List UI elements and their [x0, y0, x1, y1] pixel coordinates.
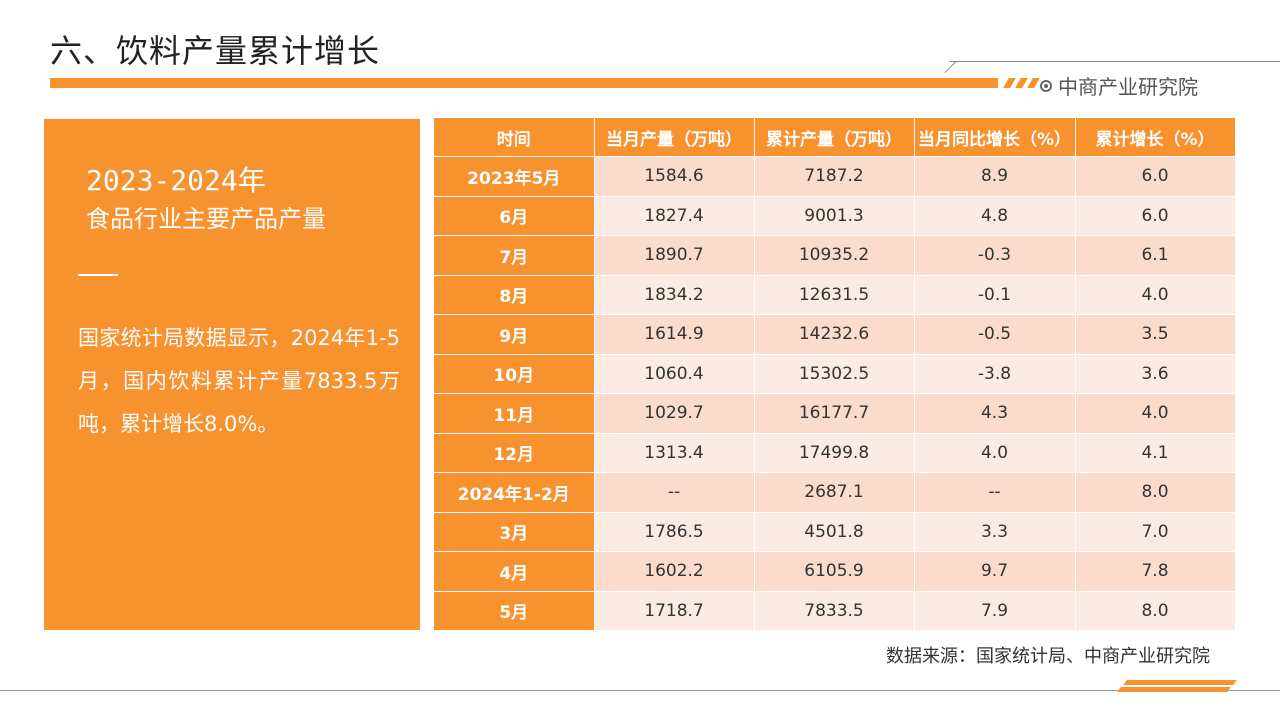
table-cell: 7187.2 — [754, 156, 915, 196]
table-cell: 1313.4 — [594, 432, 755, 473]
page-title: 六、饮料产量累计增长 — [50, 32, 381, 70]
row-period: 12月 — [434, 432, 595, 473]
column-header: 累计增长（%） — [1075, 118, 1236, 157]
brand-logo: 中商产业研究院 — [1040, 71, 1198, 100]
table-cell: 1584.6 — [594, 156, 755, 196]
table-cell: -0.5 — [914, 314, 1076, 354]
panel-divider — [78, 274, 118, 276]
row-period: 6月 — [434, 195, 595, 236]
table-cell: -0.3 — [914, 235, 1076, 275]
table-cell: -0.1 — [914, 274, 1076, 315]
table-cell: 3.3 — [914, 511, 1076, 552]
table-cell: 7.8 — [1075, 551, 1236, 591]
target-icon — [1040, 79, 1052, 92]
bottom-stripes-decoration — [1115, 680, 1240, 692]
row-period: 11月 — [434, 393, 595, 433]
row-period: 2024年1-2月 — [434, 472, 595, 512]
table-cell: 1060.4 — [594, 353, 755, 394]
table-cell: 4.0 — [1075, 393, 1236, 433]
table-cell: 6.0 — [1075, 156, 1236, 196]
table-cell: 3.5 — [1075, 314, 1236, 354]
summary-panel: 2023-2024年 食品行业主要产品产量 国家统计局数据显示，2024年1-5… — [44, 119, 420, 630]
table-cell: 6105.9 — [754, 551, 915, 591]
table-cell: 4.0 — [1075, 274, 1236, 315]
production-table: 时间 当月产量（万吨） 累计产量（万吨） 当月同比增长（%） 累计增长（%） 2023年… — [434, 118, 1236, 630]
table-cell: 1614.9 — [594, 314, 755, 354]
table-cell: 9.7 — [914, 551, 1076, 591]
table-cell: -3.8 — [914, 353, 1076, 394]
row-period: 3月 — [434, 511, 595, 552]
title-underline-bar — [50, 78, 998, 88]
table-cell: 1786.5 — [594, 511, 755, 552]
table-row: 8月 1834.2 12631.5 -0.1 4.0 — [434, 274, 1236, 315]
panel-body-text: 国家统计局数据显示，2024年1-5月，国内饮料累计产量7833.5万吨，累计增… — [78, 326, 400, 436]
table-cell: 4.0 — [914, 432, 1076, 473]
panel-heading-year: 2023-2024年 — [86, 164, 266, 197]
table-cell: 1602.2 — [594, 551, 755, 591]
table-cell: 7833.5 — [754, 590, 915, 630]
table-cell: 7.0 — [1075, 511, 1236, 552]
table-cell: -- — [594, 472, 755, 512]
row-period: 4月 — [434, 551, 595, 591]
table-row: 12月 1313.4 17499.8 4.0 4.1 — [434, 432, 1236, 473]
table-cell: 1718.7 — [594, 590, 755, 630]
table-row: 2024年1-2月 -- 2687.1 -- 8.0 — [434, 472, 1236, 512]
table-cell: 4.1 — [1075, 432, 1236, 473]
table-row: 6月 1827.4 9001.3 4.8 6.0 — [434, 195, 1236, 236]
table-row: 10月 1060.4 15302.5 -3.8 3.6 — [434, 353, 1236, 394]
table-row: 7月 1890.7 10935.2 -0.3 6.1 — [434, 235, 1236, 275]
table-row: 11月 1029.7 16177.7 4.3 4.0 — [434, 393, 1236, 433]
brand-name: 中商产业研究院 — [1058, 75, 1198, 99]
table-cell: 1890.7 — [594, 235, 755, 275]
table-cell: 17499.8 — [754, 432, 915, 473]
table-cell: 10935.2 — [754, 235, 915, 275]
table-body: 2023年5月 1584.6 7187.2 8.9 6.0 6月 1827.4 9001.3 4… — [434, 156, 1236, 630]
table-cell: 7.9 — [914, 590, 1076, 630]
table-row: 2023年5月 1584.6 7187.2 8.9 6.0 — [434, 156, 1236, 196]
table-cell: 16177.7 — [754, 393, 915, 433]
table-cell: 8.0 — [1075, 590, 1236, 630]
table-cell: 9001.3 — [754, 195, 915, 236]
column-header: 累计产量（万吨） — [754, 118, 915, 157]
table-cell: 1029.7 — [594, 393, 755, 433]
table-cell: 14232.6 — [754, 314, 915, 354]
column-header: 时间 — [434, 118, 595, 157]
table-cell: 4.8 — [914, 195, 1076, 236]
table-header: 时间 当月产量（万吨） 累计产量（万吨） 当月同比增长（%） 累计增长（%） — [434, 118, 1236, 157]
table-cell: 4.3 — [914, 393, 1076, 433]
top-right-rule-slant — [944, 61, 957, 74]
row-period: 8月 — [434, 274, 595, 315]
table-cell: -- — [914, 472, 1076, 512]
table-cell: 3.6 — [1075, 353, 1236, 394]
table-row: 3月 1786.5 4501.8 3.3 7.0 — [434, 511, 1236, 552]
bottom-rule — [0, 690, 1280, 691]
data-source: 数据来源：国家统计局、中商产业研究院 — [886, 646, 1210, 667]
table-cell: 8.0 — [1075, 472, 1236, 512]
title-stripes-decoration — [1000, 78, 1040, 88]
row-period: 5月 — [434, 590, 595, 630]
table-row: 5月 1718.7 7833.5 7.9 8.0 — [434, 590, 1236, 630]
column-header: 当月产量（万吨） — [594, 118, 755, 157]
table-cell: 1834.2 — [594, 274, 755, 315]
row-period: 9月 — [434, 314, 595, 354]
table-cell: 6.0 — [1075, 195, 1236, 236]
table-cell: 15302.5 — [754, 353, 915, 394]
table-cell: 4501.8 — [754, 511, 915, 552]
table-cell: 12631.5 — [754, 274, 915, 315]
table-row: 9月 1614.9 14232.6 -0.5 3.5 — [434, 314, 1236, 354]
column-header: 当月同比增长（%） — [914, 118, 1076, 157]
panel-heading-subject: 食品行业主要产品产量 — [86, 205, 326, 233]
table-cell: 2687.1 — [754, 472, 915, 512]
row-period: 7月 — [434, 235, 595, 275]
top-right-rule — [950, 61, 1280, 62]
row-period: 2023年5月 — [434, 156, 595, 196]
table-cell: 1827.4 — [594, 195, 755, 236]
table-cell: 8.9 — [914, 156, 1076, 196]
row-period: 10月 — [434, 353, 595, 394]
table-row: 4月 1602.2 6105.9 9.7 7.8 — [434, 551, 1236, 591]
table-cell: 6.1 — [1075, 235, 1236, 275]
